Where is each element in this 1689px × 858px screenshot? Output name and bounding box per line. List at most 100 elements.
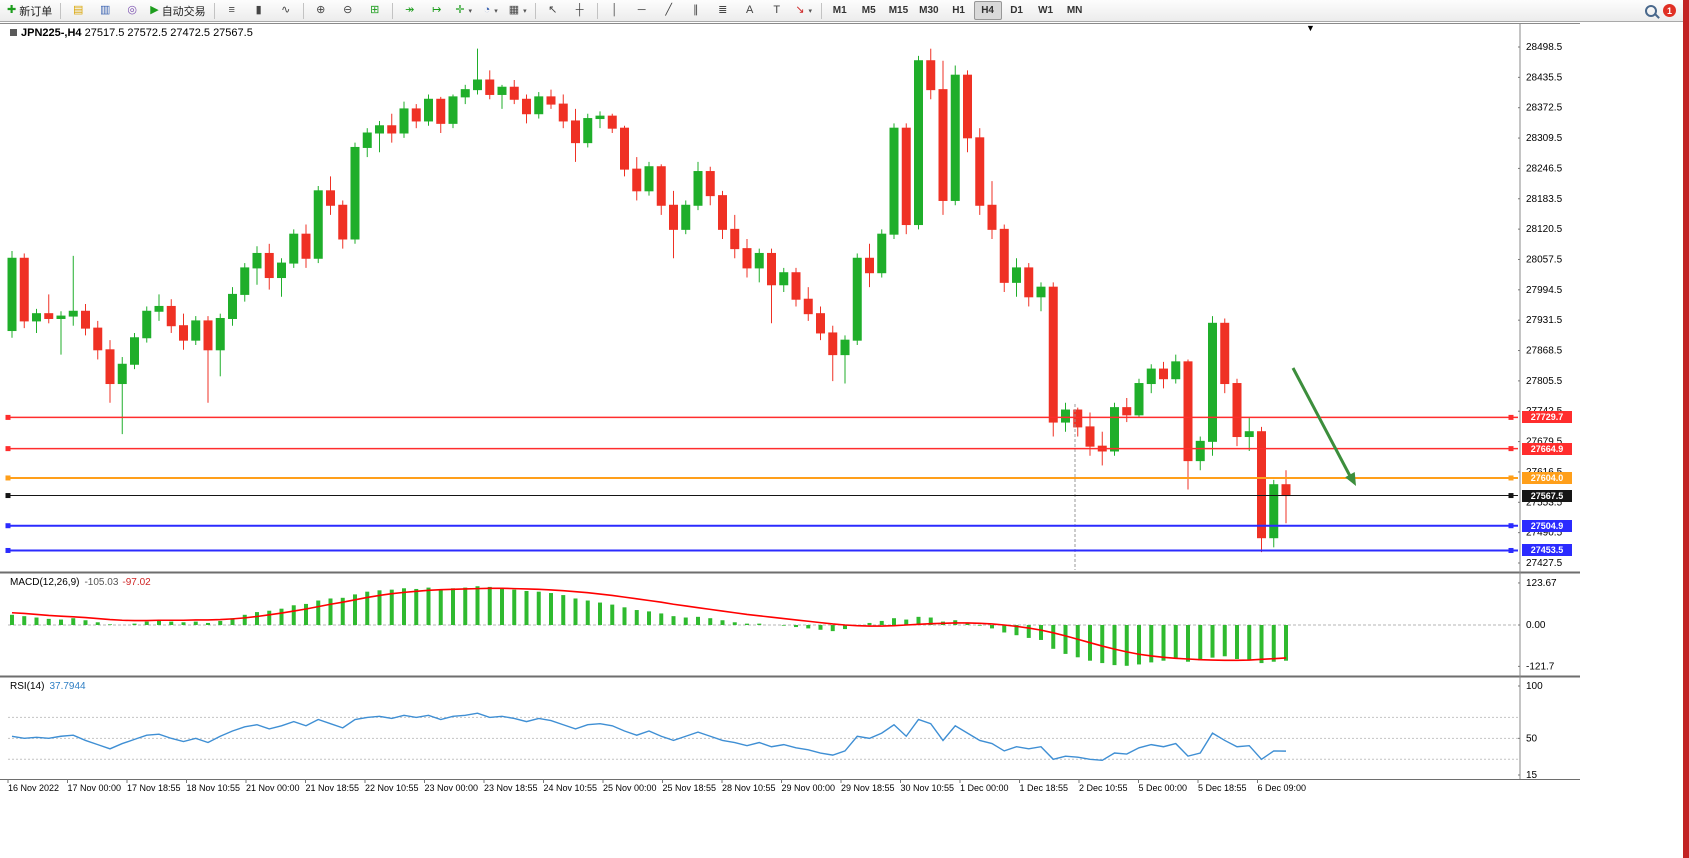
time-axis[interactable]: 16 Nov 2022 17 Nov 00:00 17 Nov 18:55 18 No… — [7, 779, 1307, 793]
svg-text:23 Nov 00:00: 23 Nov 00:00 — [425, 783, 479, 793]
chart-frame — [0, 23, 1580, 780]
notification-badge[interactable]: 1 — [1663, 4, 1676, 17]
strategy-tester-button[interactable]: ◎ — [119, 1, 145, 21]
tile-windows-button[interactable]: ⊞ — [362, 1, 388, 21]
cursor-button[interactable]: ↖ — [540, 1, 566, 21]
candle — [693, 161, 703, 211]
candles — [7, 48, 1291, 553]
timeframe-m5[interactable]: M5 — [861, 5, 876, 16]
trendline-icon: ╱ — [665, 4, 672, 16]
crosshair-button[interactable]: ┼ — [567, 1, 593, 21]
candle — [1232, 378, 1242, 447]
line-chart-button[interactable]: ∿ — [273, 1, 299, 21]
candle — [975, 128, 985, 215]
crosshair-icon: ┼ — [575, 4, 584, 16]
timeframe-h4[interactable]: H4 — [973, 1, 1002, 20]
line-handle[interactable] — [5, 446, 11, 452]
timeframe-d1[interactable]: D1 — [1010, 5, 1023, 16]
candle — [779, 267, 789, 292]
fibonacci-tool[interactable]: ≣ — [710, 1, 736, 21]
window-edge-strip — [1683, 0, 1689, 858]
candle — [950, 65, 960, 206]
svg-text:17 Nov 00:00: 17 Nov 00:00 — [68, 783, 122, 793]
chart-shift-button[interactable]: ↦ — [424, 1, 450, 21]
line-handle[interactable] — [5, 493, 11, 499]
candle — [301, 224, 311, 268]
trendline-tool[interactable]: ╱ — [656, 1, 682, 21]
timeframe-m1[interactable]: M1 — [832, 5, 847, 16]
candle — [350, 142, 360, 244]
candle — [411, 104, 421, 129]
price-line[interactable] — [5, 547, 1519, 553]
candle — [264, 243, 274, 290]
line-chart-icon: ∿ — [281, 4, 291, 16]
candle — [1269, 479, 1279, 548]
price-line[interactable] — [5, 475, 1519, 481]
arrows-tool[interactable]: ↘ ▾ — [791, 1, 817, 21]
price-line[interactable] — [5, 446, 1519, 452]
line-handle[interactable] — [5, 475, 11, 481]
candle — [387, 113, 397, 143]
zoom-in-button[interactable]: ⊕ — [308, 1, 334, 21]
svg-text:28309.5: 28309.5 — [1526, 133, 1563, 144]
svg-text:6 Dec 09:00: 6 Dec 09:00 — [1258, 783, 1307, 793]
new-order-button[interactable]: ✚ 新订单 — [3, 1, 56, 21]
svg-text:21 Nov 00:00: 21 Nov 00:00 — [246, 783, 300, 793]
periods-button[interactable]: ◔ ▾ — [478, 1, 504, 21]
indicators-button[interactable]: ✛ ▾ — [451, 1, 477, 21]
rsi-label: RSI(14) 37.7944 — [10, 681, 86, 692]
candle — [791, 267, 801, 307]
timeframe-w1[interactable]: W1 — [1038, 5, 1054, 16]
price-line[interactable] — [5, 523, 1519, 529]
search-icon[interactable] — [1645, 4, 1657, 17]
candle — [1134, 378, 1144, 418]
price-line[interactable] — [5, 414, 1519, 420]
templates-button[interactable]: ▦ ▾ — [505, 1, 531, 21]
autotrading-button[interactable]: ▶ 自动交易 — [146, 1, 209, 21]
charts-button[interactable]: ▤ — [65, 1, 91, 21]
candle — [362, 128, 372, 158]
rsi-name: RSI(14) — [10, 681, 45, 692]
zoom-in-icon: ⊕ — [316, 4, 326, 16]
svg-text:27805.5: 27805.5 — [1526, 376, 1563, 387]
line-handle[interactable] — [5, 414, 11, 420]
candlestick-button[interactable]: ▮ — [246, 1, 272, 21]
svg-text:28246.5: 28246.5 — [1526, 163, 1563, 174]
price-line[interactable] — [5, 493, 1519, 499]
svg-text:27994.5: 27994.5 — [1526, 285, 1563, 296]
bar-chart-button[interactable]: ≡ — [219, 1, 245, 21]
channel-tool[interactable]: ∥ — [683, 1, 709, 21]
svg-text:25 Nov 00:00: 25 Nov 00:00 — [603, 783, 657, 793]
chart-shift-marker-icon[interactable]: ▼ — [1306, 23, 1315, 33]
line-handle[interactable] — [1508, 414, 1514, 420]
line-handle[interactable] — [5, 523, 11, 529]
line-handle[interactable] — [1508, 446, 1514, 452]
line-handle[interactable] — [1508, 475, 1514, 481]
text-tool[interactable]: A — [737, 1, 763, 21]
zoom-out-button[interactable]: ⊖ — [335, 1, 361, 21]
trend-arrow[interactable] — [1291, 367, 1356, 486]
candle — [620, 125, 629, 177]
timeframe-m15[interactable]: M15 — [888, 5, 909, 16]
line-handle[interactable] — [1508, 547, 1514, 553]
line-handle[interactable] — [1508, 493, 1514, 499]
candle — [56, 311, 66, 355]
horizontal-line-tool[interactable]: ─ — [629, 1, 655, 21]
line-handle[interactable] — [5, 547, 11, 553]
timeframe-h1[interactable]: H1 — [952, 5, 965, 16]
zoom-out-icon: ⊖ — [343, 4, 353, 16]
candle — [1073, 407, 1083, 437]
timeframe-mn[interactable]: MN — [1066, 5, 1083, 16]
timeframe-m30[interactable]: M30 — [919, 5, 939, 16]
auto-scroll-button[interactable]: ↠ — [397, 1, 423, 21]
svg-text:27490.5: 27490.5 — [1526, 528, 1563, 539]
profiles-button[interactable]: ▥ — [92, 1, 118, 21]
svg-text:28120.5: 28120.5 — [1526, 224, 1563, 235]
line-handle[interactable] — [1508, 523, 1514, 529]
candle — [1048, 282, 1058, 437]
vertical-line-tool[interactable]: │ — [602, 1, 628, 21]
text-label-tool[interactable]: T — [764, 1, 790, 21]
charts-icon: ▤ — [73, 4, 84, 16]
candle — [338, 200, 348, 249]
